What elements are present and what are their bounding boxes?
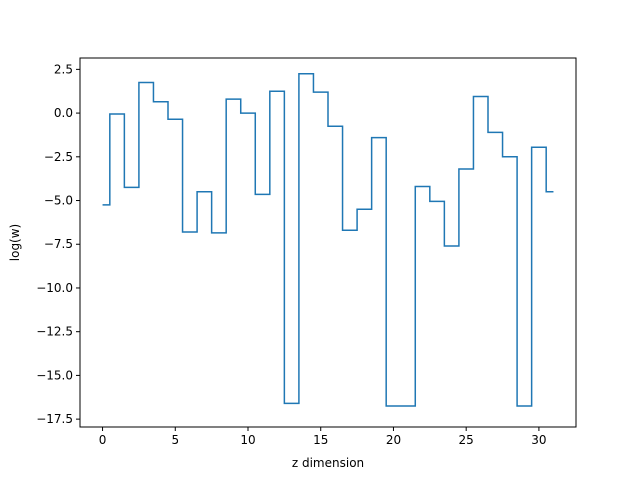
series-step-line [102,72,554,407]
y-tick-label: −5.0 [44,194,73,208]
x-tick-label: 20 [386,433,401,447]
plot-area [102,72,554,407]
x-tick-label: 25 [459,433,474,447]
axes-frame [79,57,577,428]
x-tick-label: 0 [99,433,107,447]
y-tick-label: 0.0 [54,106,73,120]
y-tick-label: −2.5 [44,150,73,164]
x-tick-label: 30 [531,433,546,447]
y-tick-label: −10.0 [36,281,73,295]
axis-ticks: 0 5 10 15 20 25 30 2.5 0.0 −2.5 −5.0 −7.5 −10.0 −12.5… [36,62,546,447]
y-tick-label: −7.5 [44,237,73,251]
y-tick-label: 2.5 [54,62,73,76]
y-tick-label: −15.0 [36,368,73,382]
y-tick-label: −12.5 [36,325,73,339]
x-axis-label: z dimension [292,456,364,470]
x-tick-label: 10 [240,433,255,447]
x-tick-label: 5 [171,433,179,447]
y-axis-label: log(w) [8,224,22,261]
y-tick-label: −17.5 [36,412,73,426]
x-tick-label: 15 [313,433,328,447]
